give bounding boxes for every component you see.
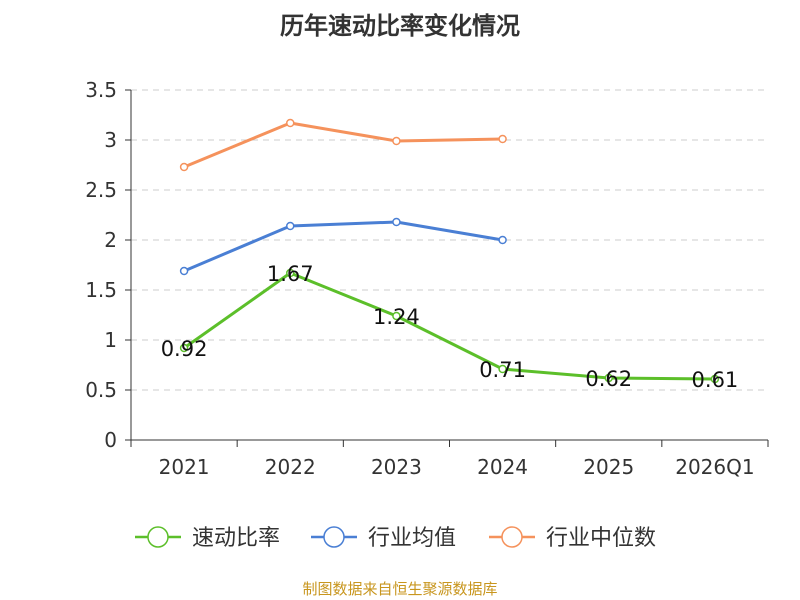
y-tick-label: 3.5 bbox=[85, 78, 117, 102]
data-point bbox=[392, 136, 401, 146]
grid-lines bbox=[131, 89, 768, 391]
data-labels: 0.92 1.67 1.24 0.71 0.62 0.61 bbox=[161, 262, 739, 392]
legend-label: 速动比率 bbox=[192, 526, 280, 551]
data-point bbox=[286, 268, 295, 278]
y-tick-label: 3 bbox=[104, 128, 117, 152]
y-tick-label: 0.5 bbox=[85, 378, 117, 402]
data-point bbox=[179, 343, 189, 353]
data-point bbox=[392, 311, 401, 321]
series-line bbox=[183, 121, 503, 169]
series-lines bbox=[179, 118, 720, 384]
data-label: 0.61 bbox=[692, 368, 739, 392]
source-note: 制图数据来自恒生聚源数据库 bbox=[302, 580, 498, 598]
data-point bbox=[286, 118, 295, 128]
x-tick-label: 2023 bbox=[371, 455, 422, 479]
y-tick-label: 0 bbox=[104, 428, 117, 452]
chart-title: 历年速动比率变化情况 bbox=[280, 12, 520, 40]
x-tick-label: 2026Q1 bbox=[675, 455, 754, 479]
series-line bbox=[183, 220, 503, 273]
y-tick-label: 2 bbox=[104, 228, 117, 252]
data-point bbox=[392, 217, 401, 227]
legend: 速动比率 行业均值 行业中位数 bbox=[135, 526, 656, 551]
legend-item: 行业均值 bbox=[311, 526, 456, 551]
x-tick-label: 2022 bbox=[265, 455, 316, 479]
data-point bbox=[604, 373, 613, 383]
axes: 0 0.5 1 1.5 2 2.5 3 3.5 2021 2022 2023 2024 2025 2026… bbox=[85, 78, 769, 479]
data-point bbox=[286, 221, 295, 231]
legend-marker bbox=[501, 526, 523, 548]
x-tick-label: 2025 bbox=[583, 455, 634, 479]
data-label: 0.62 bbox=[585, 367, 632, 391]
data-point bbox=[710, 374, 720, 384]
data-label: 0.92 bbox=[161, 337, 208, 361]
data-label: 1.24 bbox=[373, 305, 420, 329]
legend-marker bbox=[323, 526, 345, 548]
legend-item: 速动比率 bbox=[135, 526, 280, 551]
legend-label: 行业均值 bbox=[368, 526, 456, 551]
data-point bbox=[498, 134, 507, 144]
data-label: 1.67 bbox=[267, 262, 314, 286]
x-tick-label: 2021 bbox=[159, 455, 210, 479]
y-tick-label: 2.5 bbox=[85, 178, 117, 202]
legend-marker bbox=[147, 526, 169, 548]
y-tick-label: 1.5 bbox=[85, 278, 117, 302]
data-point bbox=[179, 162, 189, 172]
series-line bbox=[183, 271, 715, 381]
data-label: 0.71 bbox=[479, 358, 526, 382]
data-point bbox=[498, 364, 507, 374]
legend-item: 行业中位数 bbox=[489, 526, 656, 551]
legend-label: 行业中位数 bbox=[546, 526, 656, 551]
data-point bbox=[179, 266, 189, 276]
y-tick-label: 1 bbox=[104, 328, 117, 352]
data-point bbox=[498, 235, 507, 245]
x-tick-label: 2024 bbox=[477, 455, 528, 479]
